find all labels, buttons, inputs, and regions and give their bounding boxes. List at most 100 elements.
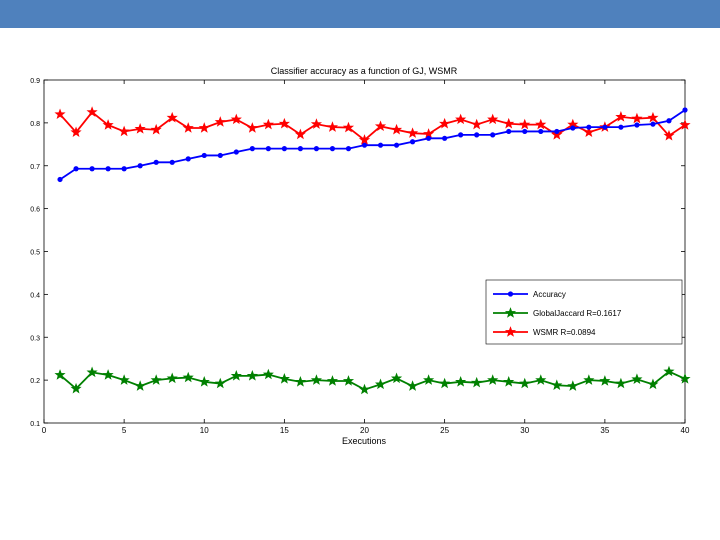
data-point [281,146,287,152]
data-point [407,127,419,138]
x-tick-label: 10 [200,426,209,435]
data-point [663,365,675,377]
data-point [407,380,419,391]
data-point [358,383,371,395]
data-point [583,374,595,385]
data-point [70,126,82,138]
data-point [634,122,640,128]
data-point [519,118,531,130]
data-point [666,118,672,124]
data-point [342,121,355,133]
x-tick-label: 25 [440,426,449,435]
data-point [503,117,515,129]
x-tick-label: 20 [360,426,369,435]
data-point [310,118,322,129]
data-point [54,108,66,120]
legend: Accuracy GlobalJaccard R=0.1617 WSMR R=0.0… [485,279,683,345]
data-point [490,132,496,138]
data-point [150,374,162,385]
data-point [246,369,258,381]
data-point [134,123,146,134]
data-point [150,123,162,135]
data-point [663,129,675,141]
data-point [230,113,242,125]
data-point [487,374,499,385]
data-point [86,106,98,117]
data-point [374,120,387,132]
data-point [297,146,303,152]
data-point [262,368,274,380]
data-point [182,371,194,383]
data-point [153,159,159,165]
data-point [345,146,352,152]
data-point [198,122,210,133]
y-tick-label: 0.7 [30,164,40,171]
data-point [294,128,306,140]
data-point [374,378,387,390]
y-tick-label: 0.9 [30,78,40,85]
data-point [409,139,416,145]
legend-marker [507,291,514,297]
data-point [615,111,627,122]
data-point [390,372,403,384]
data-point [217,152,223,159]
data-point [201,152,207,159]
data-point [551,129,563,140]
data-point [294,375,306,387]
data-point [647,111,659,123]
x-tick-label: 15 [280,426,289,435]
data-point [474,132,480,138]
data-point [554,128,560,135]
data-point [567,380,579,391]
data-point [586,124,592,130]
data-point [439,117,451,129]
data-point [583,126,595,138]
data-point [455,113,467,125]
y-tick-label: 0.3 [30,335,40,342]
data-point [169,159,175,165]
data-point [455,375,467,387]
data-point [599,375,611,386]
series-layer [54,106,691,395]
data-point [70,382,82,394]
x-tick-label: 35 [600,426,609,435]
data-point [458,132,464,138]
series-1 [54,365,691,395]
data-point [118,374,130,385]
data-point [198,375,210,387]
data-point [310,374,322,385]
data-point [618,124,624,130]
data-point [358,134,371,145]
y-tick-label: 0.2 [30,378,40,385]
data-point [73,166,79,172]
data-point [519,377,531,389]
data-point [570,125,576,131]
data-point [551,379,563,391]
series-0 [57,107,688,183]
series-line [59,370,686,391]
data-point [166,111,178,123]
data-point [249,146,255,152]
data-point [342,375,355,386]
chart-title: Classifier accuracy as a function of GJ,… [271,66,458,76]
data-point [262,118,274,130]
data-point [602,124,608,130]
data-point [471,118,483,130]
legend-marker [504,326,517,337]
x-tick-label: 30 [520,426,529,435]
data-point [647,378,659,390]
legend-marker [504,307,517,318]
data-point [503,375,515,387]
legend-box [485,279,683,345]
data-point [679,372,691,384]
data-point [89,166,95,172]
data-point [137,163,143,169]
data-point [230,369,242,381]
data-point [506,128,512,135]
data-point [86,366,98,378]
x-tick-label: 5 [122,426,127,435]
data-point [650,121,656,127]
data-point [442,135,448,141]
data-point [121,166,127,172]
series-line [59,109,686,181]
